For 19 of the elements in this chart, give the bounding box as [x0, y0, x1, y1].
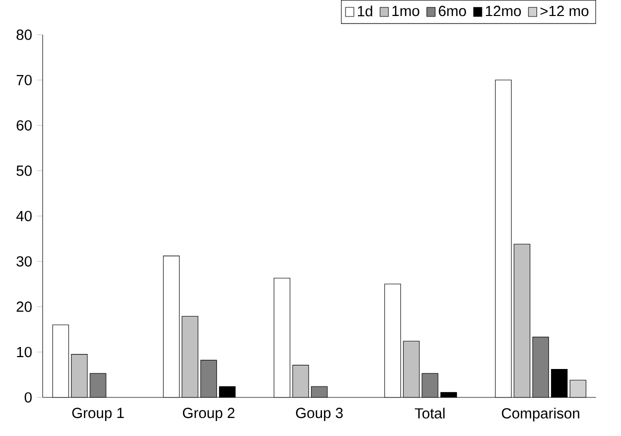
legend-label: 12mo	[486, 6, 521, 16]
legend-label: 6mo	[438, 6, 466, 16]
y-tick-label: 60	[16, 120, 32, 131]
y-tick-label: 50	[16, 166, 32, 176]
y-tick-label: 70	[16, 74, 32, 86]
y-tick-label: 0	[24, 392, 32, 403]
legend-label: 1mo	[392, 6, 420, 16]
x-tick-label: Total	[414, 408, 445, 419]
x-tick-label: Goup 3	[296, 408, 343, 422]
x-tick-label: Group 1	[72, 408, 124, 422]
legend-label: >12 mo	[540, 6, 588, 16]
y-tick-label: 20	[16, 302, 32, 312]
x-tick-label: Comparison	[502, 408, 580, 422]
y-tick-label: 40	[16, 210, 32, 222]
x-tick-label: Group 2	[182, 408, 234, 422]
legend-label: 1d	[358, 6, 372, 16]
y-tick-label: 30	[16, 256, 32, 267]
y-tick-label: 10	[17, 346, 32, 358]
y-tick-label: 80	[16, 30, 32, 40]
